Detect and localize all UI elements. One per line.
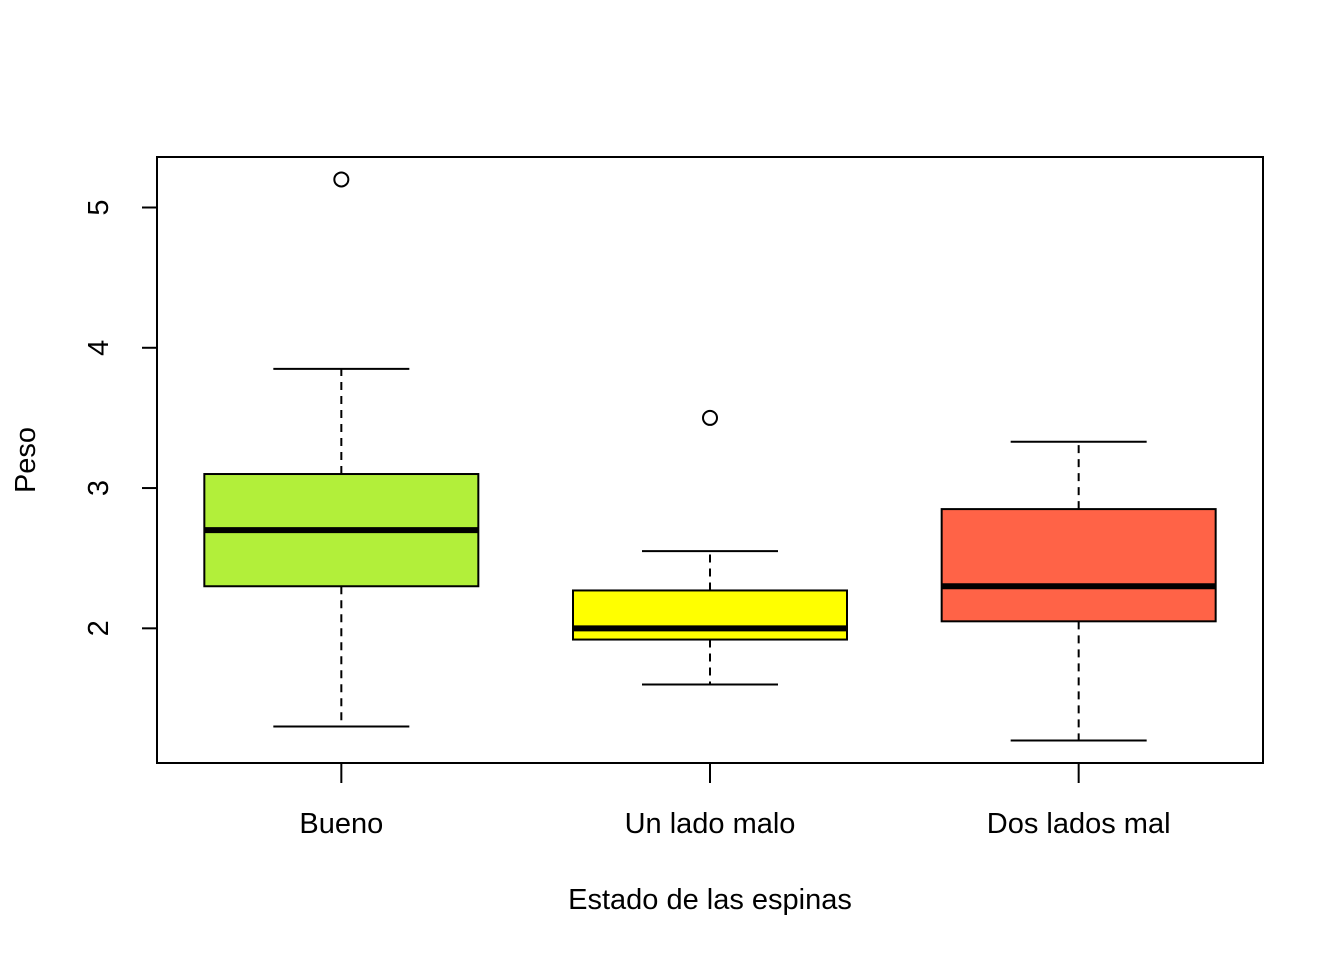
y-axis: 2 3 4 5: [83, 199, 158, 636]
box-group: [940, 440, 1217, 742]
y-tick-label: 2: [83, 620, 115, 636]
box-group: [572, 409, 848, 686]
box-group: [203, 171, 480, 728]
outlier-point: [333, 171, 350, 188]
y-tick-label: 5: [83, 199, 115, 215]
box-series: [203, 171, 1217, 742]
y-tick-label: 3: [83, 480, 115, 496]
box: [940, 508, 1217, 623]
x-tick-label: Bueno: [299, 808, 383, 840]
x-tick-label: Un lado malo: [625, 808, 796, 840]
x-axis-title: Estado de las espinas: [568, 884, 852, 916]
box: [572, 589, 848, 641]
x-axis: Bueno Un lado malo Dos lados mal: [299, 762, 1171, 840]
y-tick-label: 4: [83, 340, 115, 356]
y-axis-title: Peso: [10, 427, 42, 493]
x-tick-label: Dos lados mal: [987, 808, 1171, 840]
outlier-point: [702, 409, 718, 426]
